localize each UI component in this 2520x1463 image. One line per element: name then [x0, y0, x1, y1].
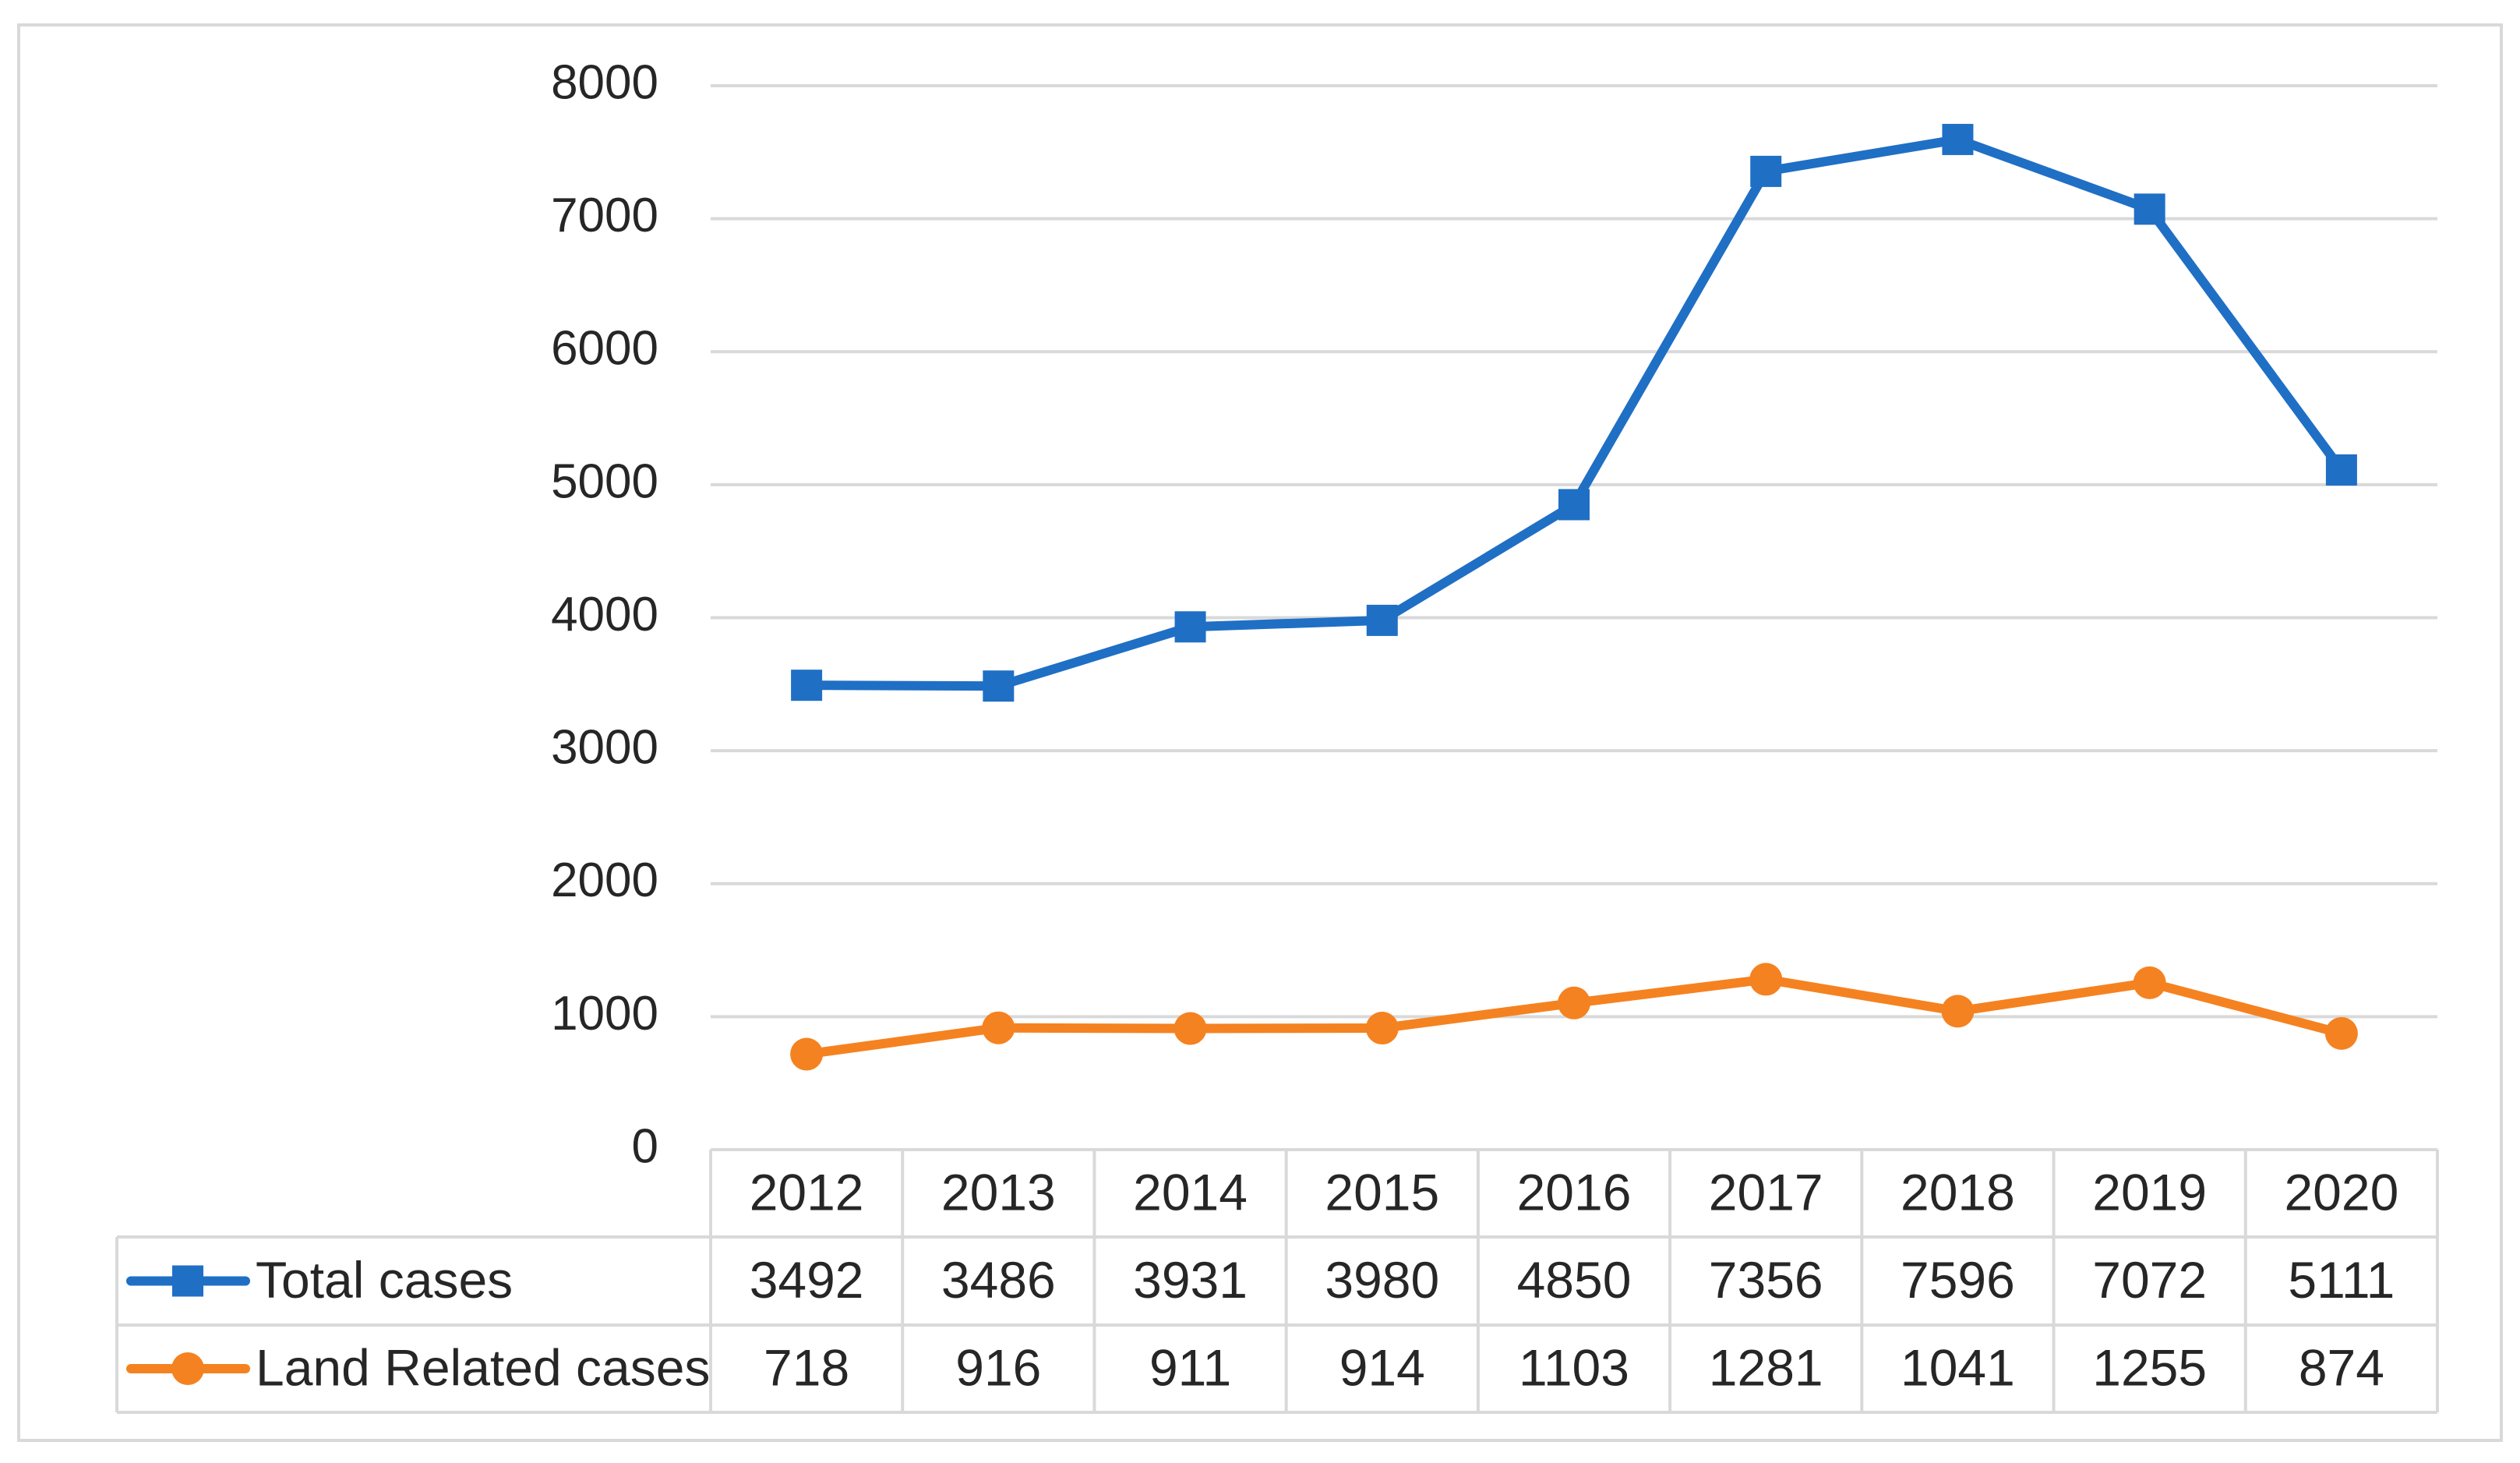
data-point [1558, 986, 1590, 1020]
y-tick-label: 0 [632, 1119, 658, 1173]
category-label: 2019 [2092, 1163, 2207, 1221]
data-label: 1103 [1519, 1338, 1629, 1396]
data-label: 7072 [2092, 1251, 2207, 1309]
category-label: 2016 [1517, 1163, 1632, 1221]
data-label: 3486 [941, 1251, 1056, 1309]
category-label: 2017 [1709, 1163, 1823, 1221]
category-label: 2013 [941, 1163, 1056, 1221]
legend-marker [172, 1265, 203, 1297]
category-label: 2014 [1133, 1163, 1248, 1221]
data-label: 911 [1149, 1338, 1231, 1396]
data-point [1942, 123, 1974, 155]
data-point [1749, 963, 1783, 996]
data-label: 914 [1339, 1338, 1425, 1396]
y-tick-label: 8000 [551, 55, 658, 109]
data-label: 4850 [1517, 1251, 1632, 1309]
y-tick-label: 1000 [551, 987, 658, 1041]
data-point [790, 1037, 824, 1071]
category-label: 2020 [2284, 1163, 2398, 1221]
data-label: 5111 [2288, 1251, 2395, 1309]
data-label: 1281 [1709, 1338, 1823, 1396]
data-point [1558, 489, 1590, 521]
y-tick-label: 4000 [551, 588, 658, 641]
data-label: 3980 [1325, 1251, 1439, 1309]
series-name: Total cases [256, 1251, 513, 1309]
data-point [1174, 611, 1206, 643]
y-tick-label: 7000 [551, 189, 658, 242]
category-label: 2015 [1325, 1163, 1439, 1221]
y-tick-label: 3000 [551, 721, 658, 775]
y-tick-label: 2000 [551, 853, 658, 907]
data-label: 1255 [2092, 1338, 2207, 1396]
chart-frame [17, 23, 2503, 1442]
data-point [982, 1011, 1015, 1044]
data-point [791, 670, 823, 701]
data-label: 7356 [1709, 1251, 1823, 1309]
data-label: 3492 [750, 1251, 864, 1309]
legend-marker [171, 1352, 204, 1385]
data-point [1750, 155, 1782, 187]
category-label: 2012 [750, 1163, 864, 1221]
data-point [983, 670, 1015, 702]
data-point [2324, 1016, 2358, 1050]
data-point [2134, 193, 2165, 225]
data-point [1174, 1012, 1207, 1045]
data-label: 1041 [1901, 1338, 2015, 1396]
y-tick-label: 5000 [551, 454, 658, 508]
data-point [1366, 604, 1398, 636]
data-label: 874 [2299, 1338, 2384, 1396]
category-label: 2018 [1901, 1163, 2015, 1221]
data-point [1365, 1012, 1399, 1045]
data-label: 718 [764, 1338, 849, 1396]
data-point [2325, 454, 2357, 486]
data-label: 7596 [1901, 1251, 2015, 1309]
data-label: 916 [955, 1338, 1041, 1396]
data-label: 3931 [1133, 1251, 1248, 1309]
series-line [802, 134, 2346, 691]
data-point [2133, 966, 2166, 999]
y-tick-label: 6000 [551, 322, 658, 376]
data-point [1941, 995, 1975, 1028]
series-name: Land Related cases [256, 1338, 710, 1396]
